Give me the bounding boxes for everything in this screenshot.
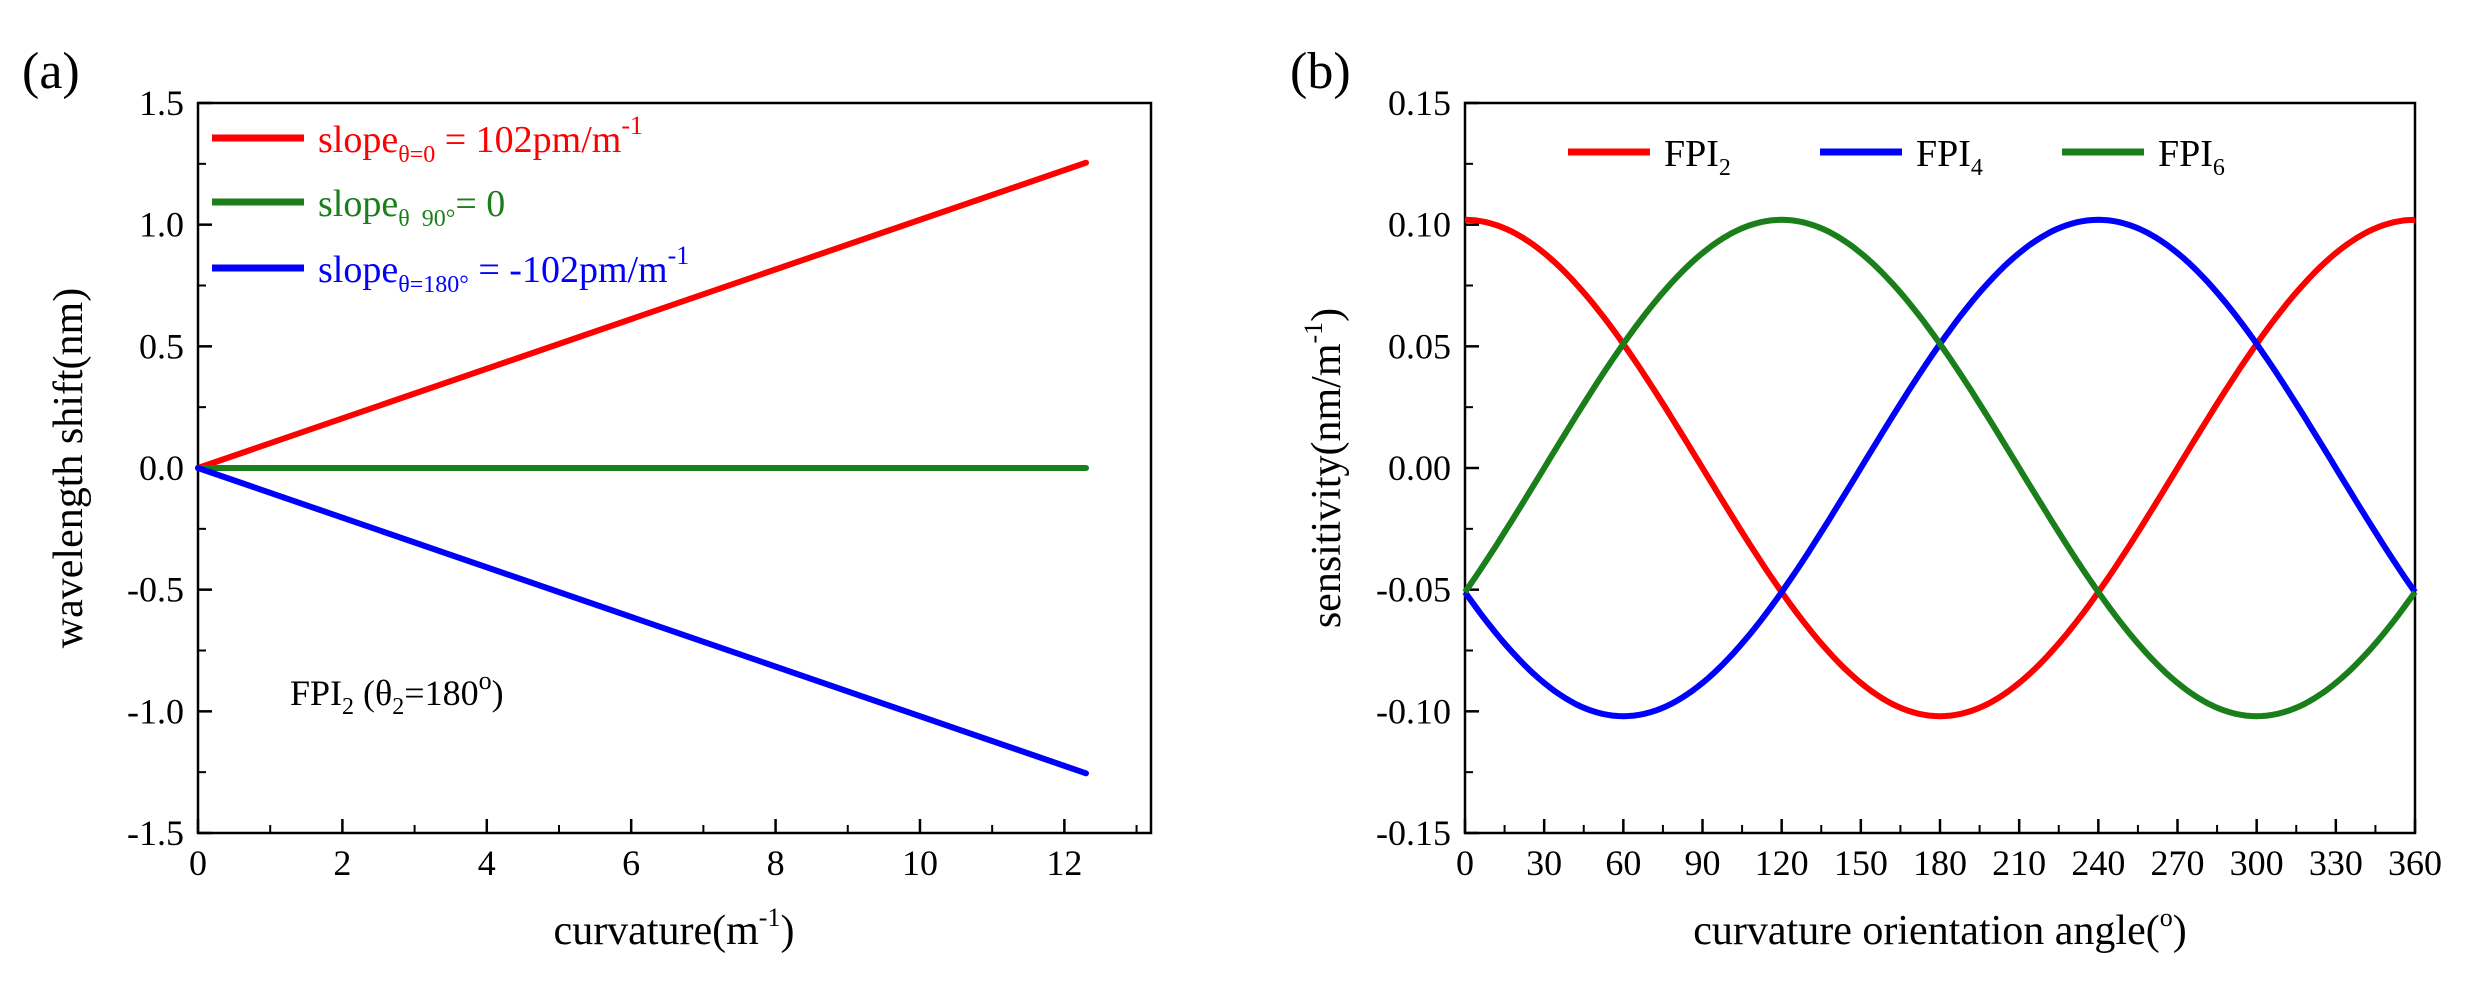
panel-b-label: (b) [1290,43,1351,100]
panel-a: (a) 0 2 4 6 8 10 12 1.5 1.0 0.5 0.0 -0.5 -1.0 -1.5 w… [22,43,1153,954]
y-tick-label: -0.10 [1376,691,1451,731]
series-curve-fpi6 [1462,216,2418,720]
x-tick-label: 120 [1755,843,1809,883]
panel-b-ylabel: sensitivity(nm/m-1) [1299,308,1350,628]
legend-label-slope-90: slopeθ 90°= 0 [318,183,505,232]
y-tick-label: 0.5 [139,326,184,366]
panel-a-label: (a) [22,43,80,100]
y-tick-label: -0.5 [127,570,184,610]
legend-label-fpi4: FPI4 [1916,133,1983,181]
x-tick-label: 60 [1605,843,1641,883]
x-tick-label: 30 [1526,843,1562,883]
legend-item-fpi4: FPI4 [1820,133,1983,181]
panel-a-annotation: FPI2 (θ2=180o) [290,666,504,720]
y-tick-label: -0.15 [1376,813,1451,853]
x-tick-label: 360 [2388,843,2442,883]
y-tick-label: -1.0 [127,691,184,731]
y-tick-label: 0.10 [1388,205,1451,245]
x-tick-label: 330 [2309,843,2363,883]
series-line-0 [195,159,1089,471]
panel-b-y-ticks: 0.15 0.10 0.05 0.00 -0.05 -0.10 -0.15 [1376,83,1479,853]
x-tick-label: 8 [767,843,785,883]
panel-b-x-ticks: 0 30 60 90 120 150 180 210 240 270 300 330 360 [1456,819,2442,883]
series-line-2 [195,465,1089,777]
y-tick-label: -0.05 [1376,570,1451,610]
legend-item-slope-180: slopeθ=180° = -102pm/m-1 [212,241,689,298]
x-tick-label: 12 [1046,843,1082,883]
panel-a-x-ticks: 0 2 4 6 8 10 12 [189,819,1138,883]
panel-a-ylabel: wavelength shift(nm) [46,288,92,648]
panel-a-xlabel: curvature(m-1) [554,903,795,954]
x-tick-label: 240 [2071,843,2125,883]
x-tick-label: 270 [2151,843,2205,883]
x-tick-label: 0 [189,843,207,883]
legend-item-slope-0: slopeθ=0 = 102pm/m-1 [212,111,643,168]
x-tick-label: 210 [1992,843,2046,883]
series-curve-fpi4 [1462,216,2418,720]
x-tick-label: 10 [902,843,938,883]
x-tick-label: 180 [1913,843,1967,883]
x-tick-label: 6 [622,843,640,883]
legend-label-fpi2: FPI2 [1664,133,1731,181]
panel-b-frame [1463,101,2417,835]
legend-label-fpi6: FPI6 [2158,133,2225,181]
panel-a-legend: slopeθ=0 = 102pm/m-1 slopeθ 90°= 0 slope… [212,111,689,298]
y-tick-label: 0.05 [1388,326,1451,366]
y-tick-label: 0.00 [1388,448,1451,488]
legend-label-slope-180: slopeθ=180° = -102pm/m-1 [318,241,689,298]
x-tick-label: 150 [1834,843,1888,883]
y-tick-label: -1.5 [127,813,184,853]
y-tick-label: 1.0 [139,205,184,245]
panel-b-legend: FPI2 FPI4 FPI6 [1568,133,2225,181]
y-tick-label: 0.0 [139,448,184,488]
legend-label-slope-0: slopeθ=0 = 102pm/m-1 [318,111,643,168]
panel-b: (b) 0 30 60 90 120 150 180 210 240 270 300 330 360 0… [1290,43,2442,954]
x-tick-label: 0 [1456,843,1474,883]
x-tick-label: 4 [478,843,496,883]
x-tick-label: 300 [2230,843,2284,883]
panel-a-series [195,159,1089,777]
legend-item-slope-90: slopeθ 90°= 0 [212,183,505,232]
series-curve-fpi2 [1464,216,2416,720]
y-tick-label: 1.5 [139,83,184,123]
x-tick-label: 90 [1685,843,1721,883]
panel-b-series [1462,216,2418,720]
x-tick-label: 2 [333,843,351,883]
legend-item-fpi2: FPI2 [1568,133,1731,181]
legend-item-fpi6: FPI6 [2062,133,2225,181]
panel-b-xlabel: curvature orientation angle(o) [1693,903,2186,954]
y-tick-label: 0.15 [1388,83,1451,123]
panel-a-y-ticks: 1.5 1.0 0.5 0.0 -0.5 -1.0 -1.5 [127,83,212,853]
